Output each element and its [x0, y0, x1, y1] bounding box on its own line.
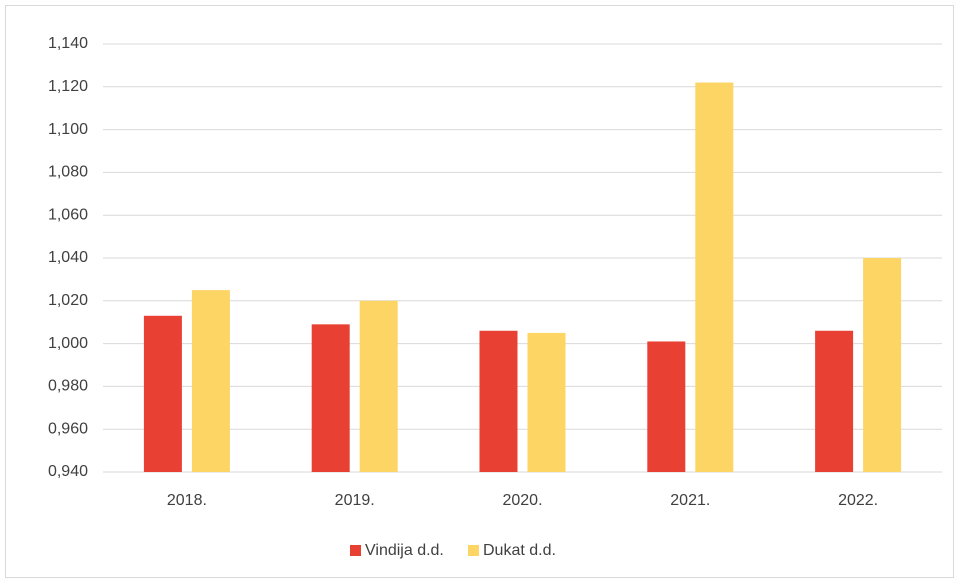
chart-frame: [5, 5, 954, 578]
bar: [863, 258, 902, 472]
legend-swatch: [468, 545, 479, 556]
y-tick-label: 1,020: [48, 292, 88, 309]
y-tick-label: 0,960: [48, 420, 88, 437]
x-tick-label: 2019.: [335, 492, 375, 509]
y-tick-label: 0,940: [48, 463, 88, 480]
x-tick-label: 2018.: [167, 492, 207, 509]
x-tick-label: 2020.: [502, 492, 542, 509]
x-tick-label: 2021.: [670, 492, 710, 509]
bar: [815, 330, 854, 472]
bar: [191, 290, 230, 472]
bar: [647, 341, 686, 472]
y-tick-label: 1,080: [48, 164, 88, 181]
legend-swatch: [350, 545, 361, 556]
bar: [695, 82, 734, 473]
x-tick-label: 2022.: [838, 492, 878, 509]
bar: [527, 332, 566, 472]
bar: [311, 324, 350, 472]
bar: [479, 330, 518, 472]
bar: [359, 300, 398, 472]
y-tick-label: 1,140: [48, 35, 88, 52]
y-tick-label: 0,980: [48, 378, 88, 395]
bar: [143, 315, 182, 472]
legend-label: Vindija d.d.: [365, 542, 444, 559]
y-tick-label: 1,120: [48, 78, 88, 95]
y-tick-label: 1,100: [48, 121, 88, 138]
y-tick-label: 1,060: [48, 206, 88, 223]
legend-label: Dukat d.d.: [483, 542, 556, 559]
y-tick-label: 1,040: [48, 249, 88, 266]
y-tick-label: 1,000: [48, 335, 88, 352]
